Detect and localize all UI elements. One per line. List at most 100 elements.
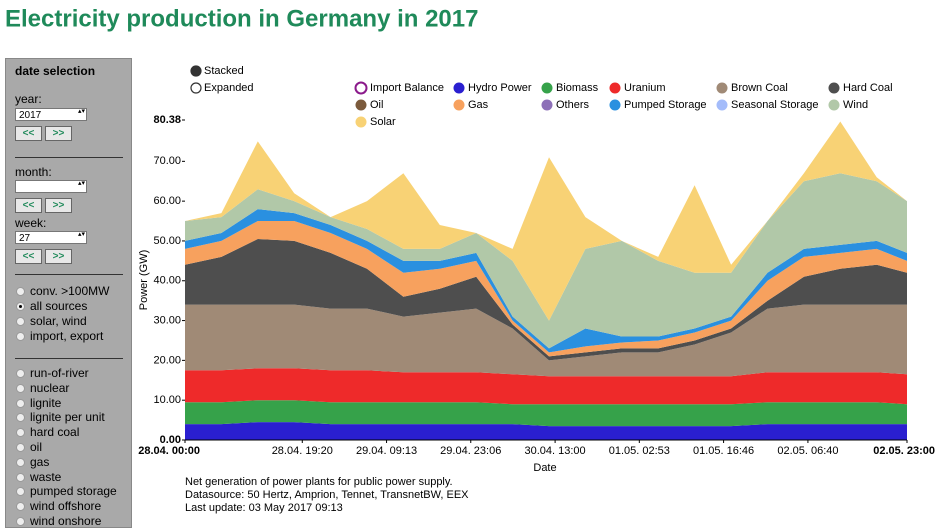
view-options: Stacked Expanded bbox=[190, 65, 254, 94]
legend-label: Oil bbox=[370, 99, 383, 111]
radio-button[interactable] bbox=[16, 517, 25, 526]
area bbox=[185, 400, 907, 427]
radio-button[interactable] bbox=[16, 317, 25, 326]
x-tick-label: 02.05. 23:00 bbox=[873, 445, 935, 457]
radio-option[interactable]: solar, wind bbox=[16, 314, 87, 328]
radio-button[interactable] bbox=[16, 369, 25, 378]
legend-marker bbox=[716, 99, 728, 111]
area bbox=[185, 422, 907, 440]
year-label: year: bbox=[15, 92, 42, 106]
radio-button[interactable] bbox=[16, 487, 25, 497]
option-label: run-of-river bbox=[30, 366, 89, 380]
legend-label: Wind bbox=[843, 99, 868, 111]
radio-option[interactable]: hard coal bbox=[16, 425, 79, 439]
next-month[interactable]: >> bbox=[45, 198, 72, 213]
radio-option[interactable]: lignite per unit bbox=[16, 410, 105, 424]
prev-week[interactable]: << bbox=[15, 249, 42, 264]
radio-button[interactable] bbox=[16, 502, 25, 512]
radio-button[interactable] bbox=[16, 457, 25, 467]
legend: Import Balance Hydro Power Biomass Uranium B… bbox=[354, 81, 893, 128]
radio-option[interactable]: nuclear bbox=[16, 381, 69, 395]
week-select[interactable]: 27 bbox=[15, 231, 87, 244]
radio-option[interactable]: all sources bbox=[16, 299, 87, 313]
legend-marker bbox=[354, 81, 368, 95]
option-label: waste bbox=[30, 469, 62, 484]
option-label: wind offshore bbox=[30, 499, 102, 514]
radio-option[interactable]: conv. >100MW bbox=[16, 284, 109, 298]
view-radio bbox=[190, 82, 202, 94]
radio-button[interactable] bbox=[16, 383, 25, 393]
radio-option[interactable]: pumped storage bbox=[16, 484, 117, 498]
week-label: week: bbox=[15, 216, 47, 230]
legend-marker bbox=[828, 99, 840, 111]
option-label: solar, wind bbox=[30, 314, 87, 328]
prev-year[interactable]: << bbox=[15, 126, 42, 141]
x-tick-label: 28.04. 00:00 bbox=[138, 445, 200, 457]
y-tick-label: 30.00 bbox=[153, 314, 181, 326]
option-label: conv. >100MW bbox=[30, 284, 110, 298]
legend-label: Biomass bbox=[556, 82, 599, 94]
area bbox=[185, 173, 907, 349]
month-select[interactable] bbox=[15, 180, 87, 193]
prev-month[interactable]: << bbox=[15, 198, 42, 213]
radio-button[interactable] bbox=[16, 287, 25, 296]
legend-label: Seasonal Storage bbox=[731, 99, 818, 111]
legend-marker bbox=[541, 99, 553, 111]
year-select[interactable]: 2017 bbox=[15, 108, 87, 121]
legend-marker bbox=[453, 99, 465, 111]
note: Last update: 03 May 2017 09:13 bbox=[185, 502, 343, 514]
radio-button[interactable] bbox=[16, 443, 25, 452]
radio-button[interactable] bbox=[16, 428, 25, 438]
radio-button[interactable] bbox=[16, 332, 25, 341]
legend-label: Import Balance bbox=[370, 82, 444, 94]
option-label: hard coal bbox=[30, 425, 80, 440]
legend-label: Brown Coal bbox=[731, 82, 788, 94]
y-tick-label: 70.00 bbox=[153, 155, 181, 167]
area bbox=[185, 239, 907, 361]
y-tick-label: 60.00 bbox=[153, 195, 181, 207]
month-label: month: bbox=[15, 165, 52, 179]
x-tick-label: 29.04. 09:13 bbox=[356, 445, 417, 457]
sidebar-title: date selection bbox=[15, 64, 96, 78]
separator bbox=[15, 157, 123, 158]
x-tick-label: 29.04. 23:06 bbox=[440, 445, 501, 457]
separator bbox=[15, 274, 123, 275]
radio-option[interactable]: lignite bbox=[16, 396, 61, 410]
radio-button[interactable] bbox=[16, 398, 25, 408]
radio-option[interactable]: oil bbox=[16, 440, 42, 454]
next-year[interactable]: >> bbox=[45, 126, 72, 141]
radio-option[interactable]: wind onshore bbox=[16, 514, 101, 528]
legend-marker bbox=[355, 116, 367, 128]
area bbox=[185, 368, 907, 405]
radio-option[interactable]: wind offshore bbox=[16, 499, 101, 513]
radio-option[interactable]: import, export bbox=[16, 329, 103, 343]
separator bbox=[15, 358, 123, 359]
next-week[interactable]: >> bbox=[45, 249, 72, 264]
radio-button[interactable] bbox=[16, 413, 25, 423]
view-label: Expanded bbox=[204, 82, 254, 94]
legend-label: Others bbox=[556, 99, 590, 111]
x-axis-label: Date bbox=[533, 462, 556, 474]
y-tick-label: 0.00 bbox=[160, 434, 181, 446]
area bbox=[185, 209, 907, 353]
radio-option[interactable]: run-of-river bbox=[16, 366, 89, 380]
y-axis-label: Power (GW) bbox=[138, 250, 150, 311]
legend-label: Hydro Power bbox=[468, 82, 532, 94]
radio-option[interactable]: gas bbox=[16, 455, 49, 469]
legend-label: Pumped Storage bbox=[624, 99, 707, 111]
legend-label: Hard Coal bbox=[843, 82, 893, 94]
legend-marker bbox=[453, 82, 465, 94]
legend-marker bbox=[716, 82, 728, 94]
radio-option[interactable]: waste bbox=[16, 470, 61, 484]
sidebar: date selection year: 2017 << >> month: <… bbox=[5, 58, 132, 528]
x-tick-label: 01.05. 16:46 bbox=[693, 445, 754, 457]
option-label: nuclear bbox=[30, 380, 70, 395]
notes: Net generation of power plants for publi… bbox=[185, 476, 469, 514]
legend-marker bbox=[609, 99, 621, 111]
legend-marker bbox=[609, 82, 621, 94]
radio-button[interactable] bbox=[16, 472, 25, 482]
radio-button[interactable] bbox=[16, 302, 25, 311]
option-label: oil bbox=[30, 440, 43, 454]
